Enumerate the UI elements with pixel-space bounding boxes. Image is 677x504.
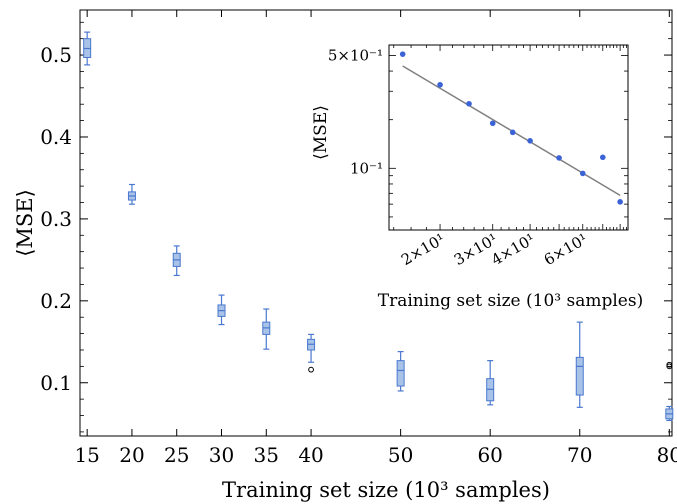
inset-data-point bbox=[399, 51, 406, 57]
inset-x-tick-label: 4×10¹ bbox=[488, 230, 538, 269]
x-tick-label: 20 bbox=[119, 443, 144, 467]
y-tick-label: 0.3 bbox=[40, 207, 72, 231]
inset-data-point bbox=[466, 100, 472, 107]
box-40 bbox=[307, 333, 316, 373]
inset-data-point bbox=[527, 138, 533, 144]
outlier-point bbox=[666, 363, 673, 370]
inset-data-point bbox=[556, 155, 562, 161]
x-tick-label: 50 bbox=[388, 443, 413, 467]
y-tick-label: 0.2 bbox=[40, 289, 72, 313]
inset-x-axis-label: Training set size (10³ samples) bbox=[378, 291, 643, 311]
x-tick-label: 40 bbox=[298, 443, 323, 467]
inset-x-tick-label: 6×10¹ bbox=[541, 230, 591, 269]
main-plot-frame bbox=[79, 9, 673, 437]
main-plot: 15 20 25 30 35 40 50 60 70 80 0.1 0.2 0.3 0.4 0.5 Train… bbox=[13, 9, 677, 502]
inset-y-tick-label: 5×10⁻¹ bbox=[328, 46, 383, 64]
inset-data-point bbox=[617, 199, 623, 205]
inset-y-tick-label: 10⁻¹ bbox=[350, 159, 383, 177]
y-axis-label: ⟨MSE⟩ bbox=[13, 189, 37, 257]
box-iqr bbox=[396, 360, 405, 387]
x-tick-label: 80 bbox=[657, 443, 677, 467]
inset-frame bbox=[388, 44, 629, 231]
inset-data-point bbox=[509, 129, 516, 136]
box-50 bbox=[396, 351, 405, 392]
inset-data-point bbox=[599, 154, 606, 161]
box-20 bbox=[127, 183, 136, 205]
x-tick-label: 25 bbox=[164, 443, 189, 467]
x-tick-label: 15 bbox=[74, 443, 99, 467]
inset-y-axis-label: ⟨MSE⟩ bbox=[311, 105, 331, 160]
box-25 bbox=[172, 245, 181, 277]
y-tick-label: 0.4 bbox=[40, 125, 72, 149]
outlier-point bbox=[308, 366, 314, 373]
y-tick-label: 0.5 bbox=[40, 43, 72, 67]
box-30 bbox=[217, 294, 226, 326]
x-tick-label: 35 bbox=[254, 443, 279, 467]
box-80 bbox=[665, 361, 674, 422]
box-60 bbox=[486, 360, 495, 406]
inset-x-tick-label: 2×10¹ bbox=[398, 230, 448, 269]
box-15 bbox=[83, 31, 92, 66]
x-tick-label: 70 bbox=[567, 443, 592, 467]
y-tick-label: 0.1 bbox=[40, 371, 72, 395]
x-tick-label: 30 bbox=[209, 443, 234, 467]
inset-data-point bbox=[437, 81, 443, 88]
box-35 bbox=[262, 308, 271, 350]
box-iqr bbox=[575, 356, 584, 396]
x-axis-label: Training set size (10³ samples) bbox=[222, 478, 550, 502]
x-tick-label: 60 bbox=[477, 443, 502, 467]
inset-data-point bbox=[579, 170, 586, 177]
inset-data-point bbox=[489, 120, 496, 127]
box-70 bbox=[575, 321, 584, 408]
outlier-point bbox=[666, 361, 673, 368]
